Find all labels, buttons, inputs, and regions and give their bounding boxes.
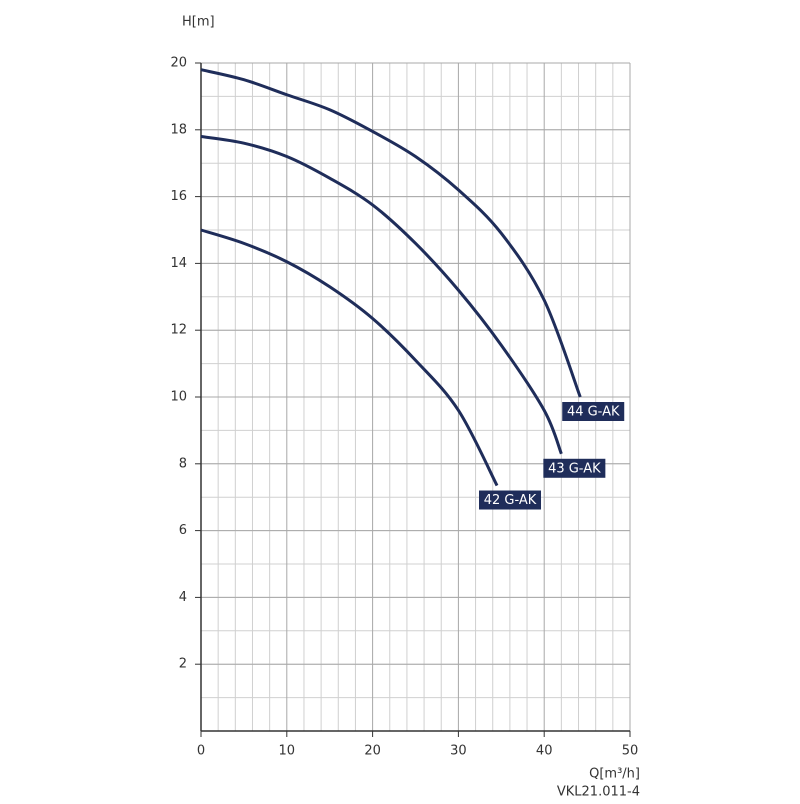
x-tick-label: 0 <box>197 744 205 759</box>
y-tick-label: 2 <box>179 657 187 672</box>
curve-label-box <box>479 490 542 510</box>
y-tick-label: 4 <box>179 590 187 605</box>
curve <box>200 134 563 455</box>
y-axis-label: H[m] <box>182 15 215 30</box>
curve-label: 43 G-AK <box>548 461 601 476</box>
y-tick-label: 8 <box>179 456 187 471</box>
x-tick-label: 10 <box>279 744 296 759</box>
curve <box>200 68 582 398</box>
y-tick-label: 6 <box>179 523 187 538</box>
y-tick-label: 18 <box>170 122 187 137</box>
footnote: VKL21.011-4 <box>557 785 640 800</box>
y-tick-label: 12 <box>170 323 187 338</box>
y-tick-label: 10 <box>170 390 187 405</box>
y-tick-label: 16 <box>170 189 187 204</box>
x-tick-label: 40 <box>536 744 553 759</box>
x-axis-label: Q[m³/h] <box>589 767 640 782</box>
x-tick-label: 50 <box>622 744 639 759</box>
curve <box>200 228 499 487</box>
curve-label: 42 G-AK <box>484 493 537 508</box>
curve-label-box <box>543 458 606 478</box>
x-tick-label: 20 <box>364 744 381 759</box>
curve-label: 44 G-AK <box>567 405 620 420</box>
y-tick-label: 20 <box>170 56 187 71</box>
curve-label-box <box>562 402 625 421</box>
x-tick-label: 30 <box>450 744 467 759</box>
y-tick-label: 14 <box>170 256 187 271</box>
